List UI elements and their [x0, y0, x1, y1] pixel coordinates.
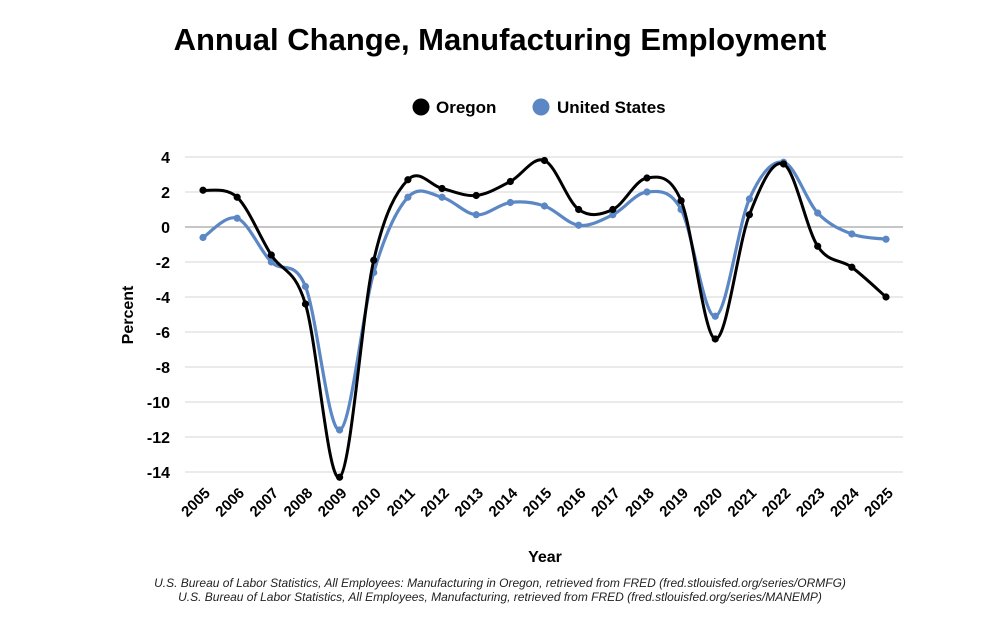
x-tick-label: 2019	[656, 485, 692, 521]
data-point	[404, 176, 412, 184]
legend-label: United States	[557, 98, 666, 117]
data-point	[779, 160, 788, 168]
x-tick-label: 2010	[349, 485, 385, 521]
x-tick-label: 2007	[247, 485, 283, 521]
data-point	[233, 193, 241, 201]
data-point	[711, 335, 719, 343]
data-point	[199, 186, 207, 194]
x-tick-label: 2009	[315, 485, 351, 521]
x-tick-label: 2005	[178, 485, 214, 521]
x-tick-label: 2024	[827, 484, 863, 520]
x-tick-label: 2006	[212, 485, 248, 521]
series-line	[202, 160, 887, 432]
x-tick-label: 2008	[281, 485, 317, 521]
series-layer	[199, 156, 890, 481]
y-axis-label: Percent	[120, 285, 137, 344]
data-point	[267, 258, 275, 266]
data-point	[233, 214, 241, 222]
y-tick-label: -8	[156, 360, 170, 377]
y-axis-ticks: 4 2 0 -2 -4 -6 -8 -10 -12 -14	[147, 150, 170, 482]
data-point	[506, 177, 514, 186]
data-point	[814, 242, 822, 250]
data-point	[882, 235, 890, 243]
data-point	[575, 221, 583, 229]
x-tick-label: 2022	[759, 485, 795, 521]
x-tick-label: 2018	[622, 485, 658, 521]
source-note-oregon: U.S. Bureau of Labor Statistics, All Emp…	[154, 576, 846, 590]
legend-label: Oregon	[436, 98, 496, 117]
data-point	[506, 198, 514, 207]
data-point	[404, 193, 412, 201]
series-oregon	[199, 156, 890, 481]
data-point	[745, 195, 754, 203]
legend: Oregon United States	[412, 98, 666, 117]
data-point	[301, 300, 310, 308]
data-point	[199, 233, 207, 242]
data-point	[677, 197, 685, 205]
data-point	[609, 211, 617, 219]
data-point	[745, 211, 754, 219]
data-point	[301, 282, 310, 291]
y-tick-label: 2	[161, 185, 170, 202]
data-point	[472, 211, 480, 219]
data-point	[643, 188, 651, 196]
source-note-us: U.S. Bureau of Labor Statistics, All Emp…	[178, 590, 822, 604]
grid-lines	[185, 156, 903, 473]
data-point	[848, 230, 856, 238]
x-axis-label: Year	[528, 549, 562, 566]
x-tick-label: 2011	[384, 485, 419, 520]
data-point	[711, 312, 719, 320]
data-point	[609, 205, 617, 214]
legend-item: United States	[532, 98, 666, 117]
data-point	[814, 209, 822, 217]
data-point	[267, 251, 275, 259]
series-line	[202, 158, 887, 479]
data-point	[643, 174, 651, 182]
data-point	[575, 205, 583, 214]
x-tick-label: 2012	[417, 485, 453, 521]
data-point	[540, 156, 549, 165]
y-tick-label: -4	[156, 290, 170, 307]
data-point	[540, 202, 549, 210]
y-tick-label: -2	[156, 255, 170, 272]
data-point	[882, 293, 890, 301]
data-point	[472, 191, 480, 200]
data-point	[336, 426, 344, 434]
y-tick-label: -6	[156, 325, 170, 342]
x-tick-label: 2017	[588, 485, 624, 521]
x-tick-label: 2020	[690, 485, 726, 521]
y-tick-label: 0	[161, 220, 170, 237]
legend-item: Oregon	[412, 98, 496, 117]
legend-marker	[532, 98, 550, 116]
x-tick-label: 2023	[793, 485, 829, 521]
y-tick-label: 4	[161, 150, 170, 167]
x-tick-label: 2025	[861, 485, 897, 521]
data-point	[438, 193, 446, 201]
y-tick-label: -14	[147, 465, 170, 482]
x-tick-label: 2014	[486, 484, 522, 520]
y-tick-label: -10	[147, 395, 170, 412]
x-tick-label: 2016	[554, 485, 590, 521]
data-point	[336, 473, 344, 481]
data-point	[370, 256, 378, 264]
y-tick-label: -12	[147, 430, 170, 447]
data-point	[848, 263, 856, 271]
x-tick-label: 2021	[725, 485, 761, 521]
x-tick-label: 2015	[520, 485, 556, 521]
legend-marker	[412, 98, 430, 116]
chart-title: Annual Change, Manufacturing Employment	[173, 22, 827, 57]
x-tick-label: 2013	[451, 485, 487, 521]
data-point	[438, 184, 446, 193]
